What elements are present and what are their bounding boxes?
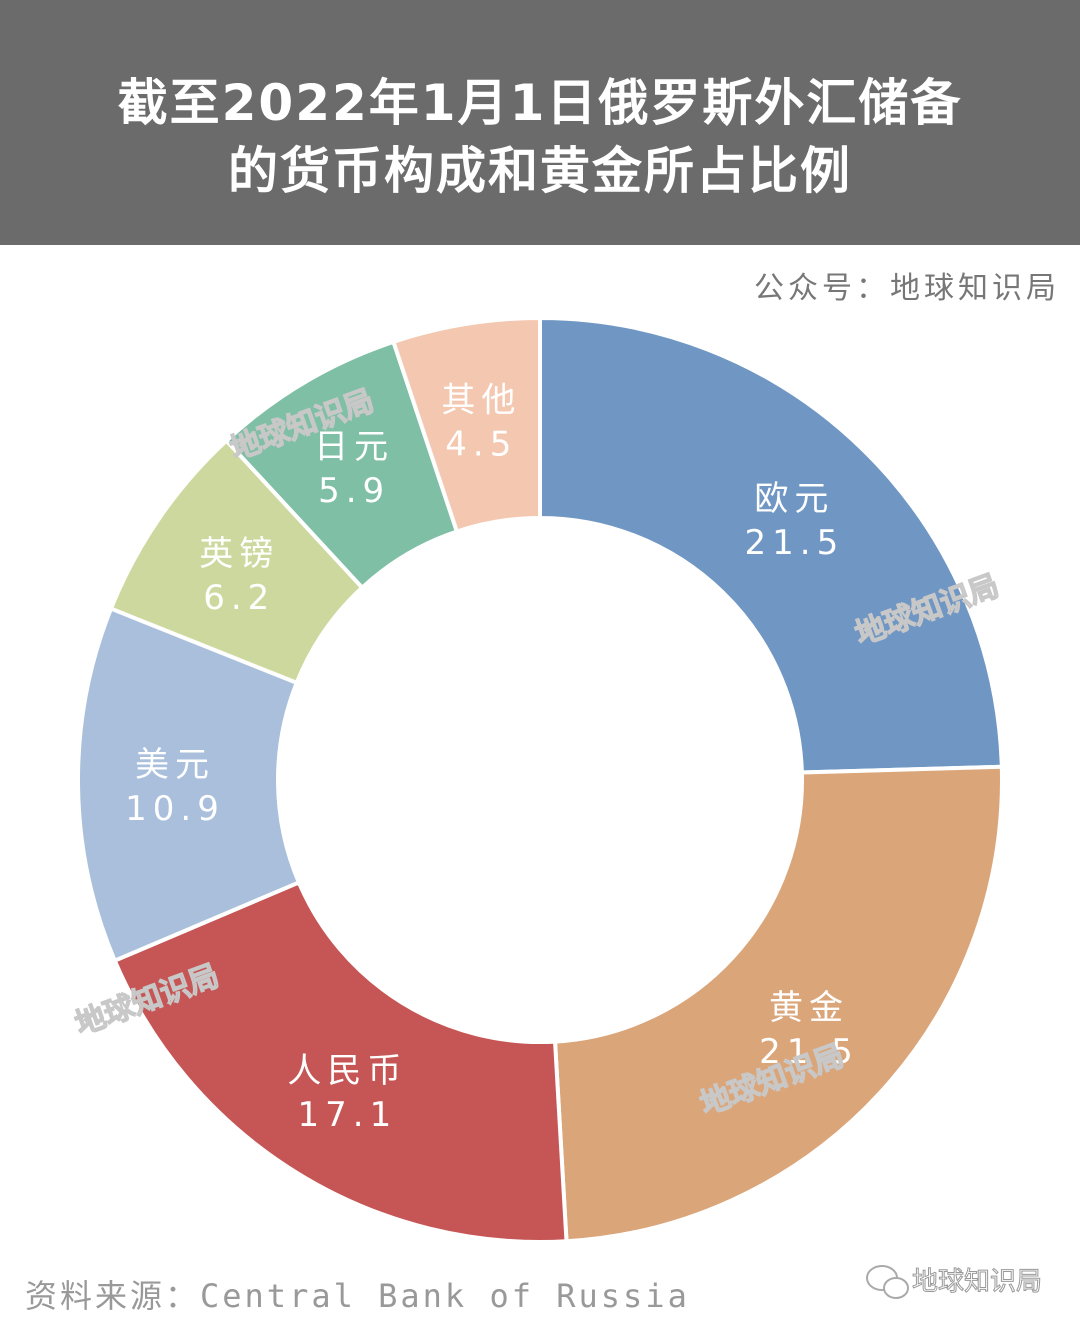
value-label: 4.5	[445, 425, 517, 465]
wechat-icon	[866, 1265, 909, 1299]
category-label: 欧元	[754, 479, 834, 519]
value-label: 10.9	[125, 789, 225, 829]
source: 资料来源：Central Bank of Russia	[25, 1277, 690, 1315]
wedge	[112, 879, 569, 1244]
wedge	[76, 605, 302, 964]
category-label: 其他	[441, 381, 521, 421]
subtitle: 公众号：地球知识局	[754, 271, 1060, 306]
value-label: 21.5	[759, 1032, 859, 1072]
wedge	[390, 315, 542, 535]
wedge	[552, 764, 1004, 1244]
category-label: 美元	[135, 745, 215, 785]
chart-title: 截至2022年1月1日俄罗斯外汇储备	[118, 74, 963, 132]
value-label: 6.2	[203, 578, 275, 618]
category-label: 日元	[314, 427, 394, 467]
value-label: 17.1	[298, 1095, 398, 1135]
category-label: 人民币	[287, 1051, 407, 1091]
chart-title: 的货币构成和黄金所占比例	[228, 142, 852, 200]
category-label: 黄金	[769, 988, 849, 1028]
category-label: 英镑	[199, 534, 279, 574]
wedge	[538, 315, 1004, 775]
header	[0, 0, 1080, 245]
value-label: 21.5	[745, 523, 845, 563]
footer: 地球知识局	[912, 1267, 1042, 1297]
value-label: 5.9	[318, 471, 390, 511]
